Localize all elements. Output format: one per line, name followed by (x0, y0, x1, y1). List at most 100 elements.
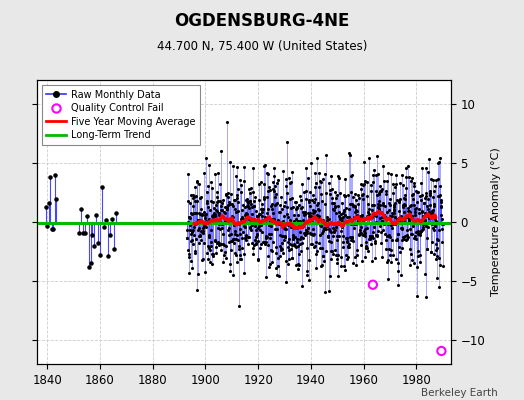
Point (249, 203, 258, 209)
Point (366, 233, 374, 240)
Point (234, 186, 242, 192)
Point (437, 211, 445, 218)
Point (298, 240, 306, 246)
Point (352, 220, 361, 227)
Point (82, 213, 91, 220)
Point (419, 226, 427, 232)
Point (402, 174, 411, 180)
Point (224, 202, 232, 208)
Point (411, 233, 420, 240)
Point (290, 218, 298, 224)
Point (310, 199, 319, 206)
Point (375, 191, 384, 197)
Point (416, 232, 424, 238)
Point (299, 209, 307, 216)
Point (317, 263, 325, 269)
Point (339, 244, 347, 251)
Point (236, 216, 245, 222)
Point (280, 203, 289, 209)
Point (227, 238, 236, 244)
Point (225, 239, 233, 245)
Point (357, 181, 366, 188)
Point (369, 172, 377, 178)
Point (409, 223, 417, 230)
Point (237, 181, 245, 188)
Point (428, 238, 436, 245)
Point (334, 252, 342, 258)
Point (283, 190, 291, 196)
Point (320, 225, 328, 232)
Point (273, 180, 281, 186)
Point (419, 220, 428, 227)
Point (407, 178, 416, 184)
Point (432, 244, 441, 251)
Point (301, 208, 309, 215)
Point (282, 225, 291, 232)
Point (259, 206, 268, 212)
Point (373, 192, 381, 198)
Point (427, 211, 435, 217)
Point (205, 216, 213, 223)
Point (296, 229, 304, 235)
Point (425, 220, 433, 226)
Point (349, 202, 357, 209)
Point (290, 212, 299, 218)
Point (329, 232, 337, 239)
Point (343, 238, 351, 245)
Point (409, 196, 418, 202)
Point (98, 184, 106, 190)
Point (223, 206, 231, 212)
Point (385, 200, 394, 207)
Point (344, 244, 353, 250)
Point (315, 232, 324, 238)
Point (280, 213, 288, 220)
Point (358, 192, 366, 198)
Point (306, 202, 314, 209)
Point (408, 231, 417, 237)
Point (354, 218, 363, 224)
Point (227, 247, 235, 253)
Point (317, 179, 325, 185)
Point (264, 253, 272, 260)
Point (386, 196, 395, 202)
Point (255, 196, 263, 203)
Point (400, 196, 409, 202)
Point (318, 197, 326, 204)
Point (395, 220, 403, 226)
Point (201, 217, 210, 224)
Point (332, 210, 340, 217)
Point (348, 200, 356, 207)
Point (431, 223, 440, 230)
Point (406, 203, 414, 209)
Point (399, 195, 408, 201)
Point (410, 183, 419, 189)
Point (267, 203, 275, 209)
Point (263, 194, 271, 200)
Text: Berkeley Earth: Berkeley Earth (421, 388, 498, 398)
Point (331, 227, 340, 233)
Point (191, 193, 200, 199)
Point (285, 175, 293, 181)
Point (404, 163, 412, 169)
Point (403, 231, 411, 238)
Point (301, 230, 309, 236)
Point (414, 210, 423, 216)
Point (328, 248, 336, 254)
Point (188, 236, 196, 243)
Point (351, 203, 359, 209)
Point (382, 237, 390, 243)
Point (288, 195, 296, 201)
Point (424, 206, 433, 212)
Legend: Raw Monthly Data, Quality Control Fail, Five Year Moving Average, Long-Term Tren: Raw Monthly Data, Quality Control Fail, … (41, 85, 200, 145)
Point (192, 210, 201, 216)
Point (313, 248, 321, 254)
Point (221, 204, 230, 211)
Point (354, 201, 362, 208)
Point (219, 230, 227, 237)
Point (346, 234, 354, 240)
Point (342, 238, 351, 244)
Point (316, 222, 324, 228)
Point (337, 214, 346, 221)
Point (385, 245, 394, 252)
Point (250, 217, 259, 223)
